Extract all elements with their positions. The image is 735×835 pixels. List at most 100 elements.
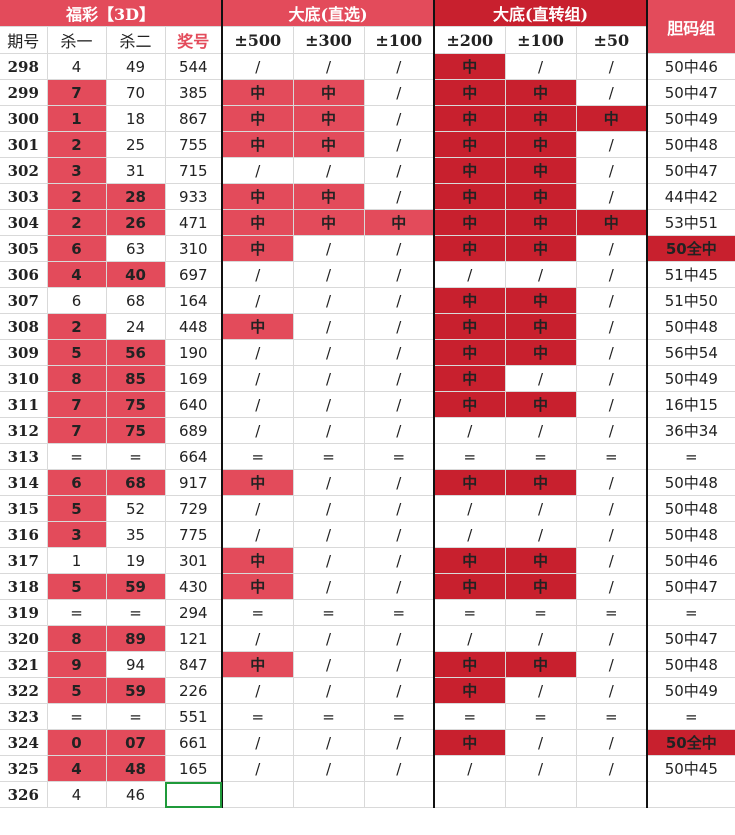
cell-group-1[interactable]: 中 [505, 157, 577, 184]
cell-kill2[interactable]: 49 [106, 53, 166, 80]
cell-group-2[interactable]: / [576, 651, 648, 678]
cell-kill1[interactable]: 7 [47, 79, 107, 106]
cell-direct-0[interactable]: 中 [221, 209, 294, 236]
cell-kill1[interactable]: = [47, 599, 107, 626]
cell-dan[interactable]: 50中48 [646, 521, 735, 548]
cell-prize[interactable]: 729 [165, 495, 223, 522]
cell-period[interactable]: 322 [0, 677, 48, 704]
cell-kill1[interactable]: 7 [47, 391, 107, 418]
cell-direct-1[interactable]: 中 [293, 79, 365, 106]
cell-group-1[interactable] [505, 781, 577, 808]
cell-group-0[interactable]: 中 [433, 183, 506, 210]
cell-prize[interactable]: 917 [165, 469, 223, 496]
cell-group-1[interactable]: 中 [505, 287, 577, 314]
cell-prize[interactable]: 190 [165, 339, 223, 366]
cell-kill2[interactable]: 31 [106, 157, 166, 184]
cell-kill2[interactable]: 59 [106, 677, 166, 704]
cell-direct-2[interactable]: / [364, 573, 435, 600]
cell-group-1[interactable]: 中 [505, 209, 577, 236]
cell-dan[interactable]: 16中15 [646, 391, 735, 418]
cell-period[interactable]: 318 [0, 573, 48, 600]
cell-prize[interactable]: 551 [165, 703, 223, 730]
cell-direct-2[interactable] [364, 781, 435, 808]
cell-kill1[interactable]: 5 [47, 339, 107, 366]
cell-kill2[interactable]: 85 [106, 365, 166, 392]
cell-prize[interactable]: 385 [165, 79, 223, 106]
cell-dan[interactable]: 50中48 [646, 651, 735, 678]
cell-direct-1[interactable]: 中 [293, 105, 365, 132]
cell-kill2[interactable]: = [106, 599, 166, 626]
cell-direct-2[interactable]: / [364, 651, 435, 678]
cell-period[interactable]: 314 [0, 469, 48, 496]
cell-direct-2[interactable]: / [364, 79, 435, 106]
cell-kill1[interactable]: = [47, 443, 107, 470]
cell-direct-1[interactable]: / [293, 313, 365, 340]
cell-group-1[interactable]: = [505, 703, 577, 730]
cell-direct-0[interactable]: / [221, 417, 294, 444]
cell-group-0[interactable]: 中 [433, 105, 506, 132]
cell-dan[interactable]: = [646, 703, 735, 730]
cell-direct-1[interactable]: 中 [293, 131, 365, 158]
cell-group-0[interactable]: 中 [433, 313, 506, 340]
cell-group-1[interactable]: 中 [505, 235, 577, 262]
cell-group-2[interactable]: / [576, 79, 648, 106]
cell-kill2[interactable]: 48 [106, 755, 166, 782]
cell-dan[interactable]: 50中48 [646, 469, 735, 496]
cell-group-1[interactable]: 中 [505, 131, 577, 158]
cell-kill2[interactable]: 68 [106, 469, 166, 496]
cell-direct-2[interactable]: / [364, 521, 435, 548]
cell-group-1[interactable]: / [505, 495, 577, 522]
cell-period[interactable]: 306 [0, 261, 48, 288]
cell-group-2[interactable]: = [576, 599, 648, 626]
cell-prize[interactable]: 661 [165, 729, 223, 756]
cell-period[interactable]: 307 [0, 287, 48, 314]
cell-group-1[interactable]: / [505, 417, 577, 444]
cell-direct-0[interactable]: / [221, 391, 294, 418]
cell-dan[interactable]: 50中45 [646, 755, 735, 782]
cell-prize[interactable]: 847 [165, 651, 223, 678]
cell-group-2[interactable]: 中 [576, 209, 648, 236]
cell-group-1[interactable]: 中 [505, 469, 577, 496]
cell-dan[interactable]: 50中49 [646, 365, 735, 392]
cell-group-0[interactable]: 中 [433, 391, 506, 418]
cell-group-0[interactable]: / [433, 261, 506, 288]
cell-group-0[interactable]: 中 [433, 157, 506, 184]
cell-dan[interactable]: 50中49 [646, 105, 735, 132]
cell-group-2[interactable]: / [576, 495, 648, 522]
cell-direct-0[interactable]: 中 [221, 235, 294, 262]
cell-dan[interactable]: 51中45 [646, 261, 735, 288]
cell-kill1[interactable]: 2 [47, 313, 107, 340]
cell-group-1[interactable]: 中 [505, 79, 577, 106]
cell-kill1[interactable]: 6 [47, 469, 107, 496]
cell-prize[interactable]: 867 [165, 105, 223, 132]
cell-direct-2[interactable]: / [364, 235, 435, 262]
cell-dan[interactable]: = [646, 599, 735, 626]
cell-direct-2[interactable]: = [364, 599, 435, 626]
cell-period[interactable]: 310 [0, 365, 48, 392]
cell-period[interactable]: 309 [0, 339, 48, 366]
cell-direct-1[interactable]: = [293, 703, 365, 730]
cell-group-2[interactable]: / [576, 365, 648, 392]
cell-period[interactable]: 303 [0, 183, 48, 210]
cell-direct-0[interactable] [221, 781, 294, 808]
cell-direct-0[interactable]: 中 [221, 651, 294, 678]
cell-group-2[interactable]: = [576, 703, 648, 730]
cell-kill2[interactable]: 46 [106, 781, 166, 808]
cell-group-0[interactable] [433, 781, 506, 808]
cell-group-2[interactable]: 中 [576, 105, 648, 132]
cell-kill1[interactable]: 5 [47, 677, 107, 704]
cell-prize[interactable]: 664 [165, 443, 223, 470]
cell-group-2[interactable]: / [576, 183, 648, 210]
cell-kill2[interactable]: 26 [106, 209, 166, 236]
cell-period[interactable]: 301 [0, 131, 48, 158]
cell-kill1[interactable]: 3 [47, 157, 107, 184]
cell-dan[interactable]: 44中42 [646, 183, 735, 210]
cell-kill1[interactable]: 0 [47, 729, 107, 756]
cell-dan[interactable]: 50中47 [646, 573, 735, 600]
cell-direct-2[interactable]: / [364, 261, 435, 288]
cell-prize[interactable]: 775 [165, 521, 223, 548]
cell-direct-0[interactable]: / [221, 339, 294, 366]
cell-group-0[interactable]: 中 [433, 677, 506, 704]
cell-direct-1[interactable]: / [293, 287, 365, 314]
cell-period[interactable]: 324 [0, 729, 48, 756]
